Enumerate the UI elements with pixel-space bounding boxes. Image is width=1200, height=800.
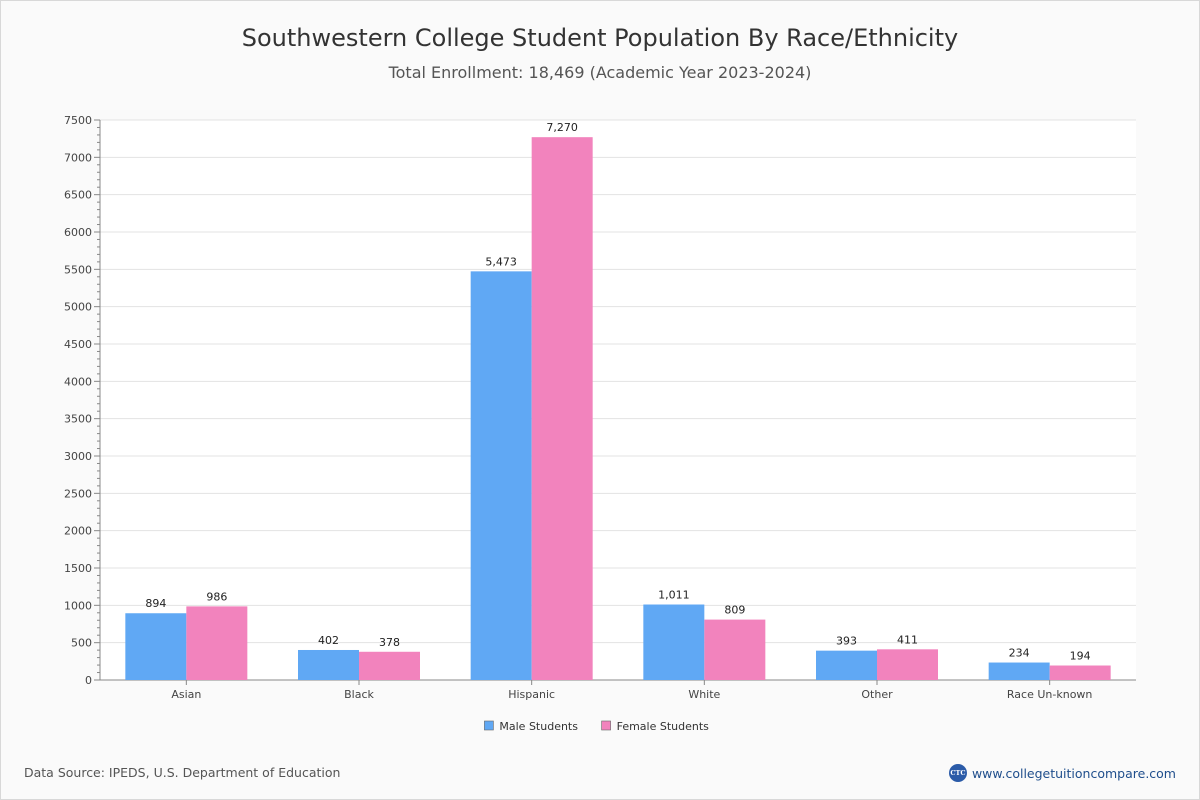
y-tick-label: 4000	[64, 375, 92, 388]
bar-value-label: 809	[724, 604, 745, 617]
plot-area	[100, 120, 1136, 680]
legend-label-male: Male Students	[499, 720, 578, 733]
legend-label-female: Female Students	[617, 720, 710, 733]
bar-male	[125, 613, 187, 680]
bar-value-label: 7,270	[546, 121, 578, 134]
bar-male	[470, 271, 532, 680]
x-tick-label: Asian	[171, 688, 201, 701]
bar-value-label: 411	[897, 633, 918, 646]
bar-female	[186, 606, 248, 680]
y-tick-label: 5500	[64, 263, 92, 276]
bar-value-label: 986	[206, 590, 227, 603]
y-tick-label: 3500	[64, 413, 92, 426]
bar-value-label: 402	[318, 634, 339, 647]
bar-value-label: 894	[145, 597, 166, 610]
chart-subtitle: Total Enrollment: 18,469 (Academic Year …	[388, 63, 812, 82]
y-tick-label: 500	[71, 637, 92, 650]
y-tick-label: 6500	[64, 189, 92, 202]
site-link[interactable]: www.collegetuitioncompare.com	[971, 765, 1176, 781]
y-tick-label: 7000	[64, 151, 92, 164]
y-tick-label: 5000	[64, 301, 92, 314]
x-tick-label: Race Un-known	[1007, 688, 1093, 701]
bar-male	[988, 662, 1050, 680]
bar-female	[877, 649, 938, 680]
bar-value-label: 194	[1070, 650, 1091, 663]
y-tick-label: 7500	[64, 114, 92, 127]
y-tick-label: 2000	[64, 525, 92, 538]
bar-female	[359, 651, 420, 680]
site-credit[interactable]: CTC www.collegetuitioncompare.com	[948, 764, 1176, 782]
legend-swatch-female	[601, 720, 611, 731]
bar-female	[1049, 665, 1111, 680]
data-source-note: Data Source: IPEDS, U.S. Department of E…	[24, 765, 341, 780]
bar-value-label: 5,473	[485, 255, 517, 268]
x-tick-label: Hispanic	[508, 688, 555, 701]
bar-value-label: 234	[1009, 647, 1030, 660]
bar-female	[531, 137, 593, 680]
ctc-logo-icon: CTC	[948, 764, 967, 782]
chart-title: Southwestern College Student Population …	[241, 24, 959, 52]
bar-value-label: 378	[379, 636, 400, 649]
y-tick-label: 3000	[64, 450, 92, 463]
bar-female	[704, 619, 766, 680]
x-tick-label: Other	[861, 688, 893, 701]
y-tick-label: 1000	[64, 599, 92, 612]
bar-male	[643, 604, 705, 680]
y-tick-label: 0	[85, 674, 92, 687]
y-tick-label: 6000	[64, 226, 92, 239]
legend-swatch-male	[484, 720, 494, 731]
bar-value-label: 1,011	[658, 589, 690, 602]
y-tick-label: 2500	[64, 487, 92, 500]
x-tick-label: White	[688, 688, 720, 701]
bar-value-label: 393	[836, 635, 857, 648]
bar-male	[816, 650, 877, 680]
y-tick-label: 4500	[64, 338, 92, 351]
x-tick-label: Black	[344, 688, 374, 701]
y-tick-label: 1500	[64, 562, 92, 575]
bar-male	[298, 649, 359, 680]
